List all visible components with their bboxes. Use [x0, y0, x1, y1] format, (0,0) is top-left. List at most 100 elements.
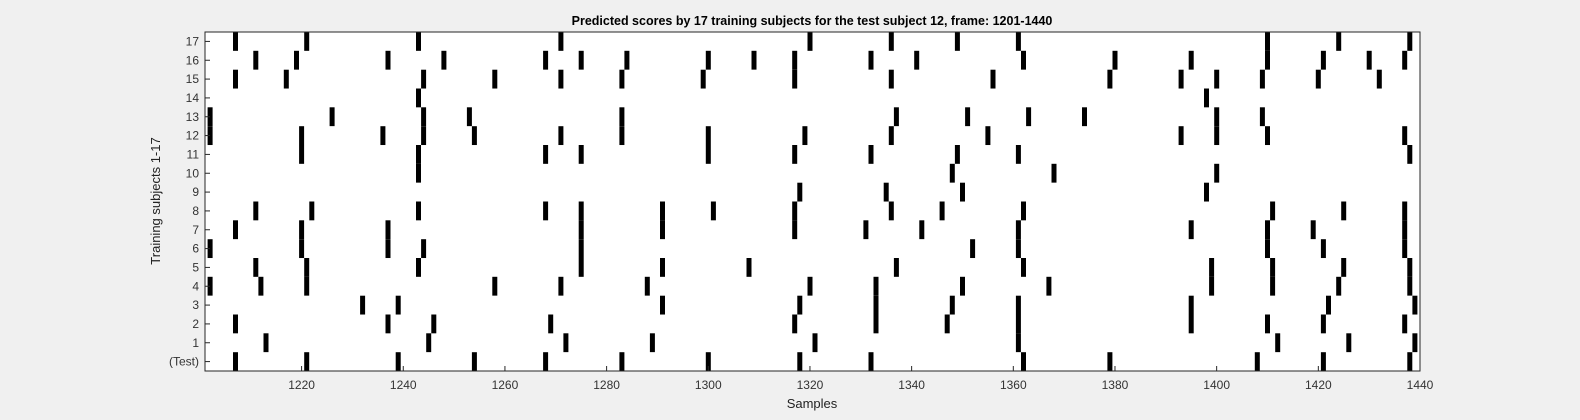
- event-mark: [258, 276, 264, 296]
- x-tick-label: 1240: [390, 378, 417, 392]
- event-mark: [1402, 314, 1408, 334]
- y-tick-label: 7: [192, 223, 199, 237]
- event-mark: [309, 201, 315, 221]
- x-tick-label: 1280: [593, 378, 620, 392]
- event-mark: [304, 32, 310, 51]
- event-mark: [888, 69, 894, 89]
- x-tick-label: 1340: [898, 378, 925, 392]
- y-tick-label: 15: [186, 72, 200, 86]
- event-mark: [1204, 182, 1209, 202]
- event-mark: [1214, 163, 1220, 183]
- event-mark: [746, 258, 752, 277]
- event-mark: [1265, 239, 1270, 259]
- event-mark: [1188, 314, 1194, 334]
- event-mark: [1275, 333, 1281, 353]
- event-mark: [1341, 201, 1347, 221]
- x-tick-label: 1440: [1407, 378, 1434, 392]
- event-mark: [492, 276, 498, 296]
- event-mark: [965, 107, 971, 127]
- event-mark: [914, 50, 920, 70]
- event-mark: [563, 333, 569, 353]
- event-mark: [1320, 314, 1326, 334]
- event-mark: [1082, 107, 1087, 127]
- event-mark: [807, 32, 813, 51]
- event-mark: [299, 126, 305, 146]
- event-mark: [1320, 239, 1326, 259]
- event-mark: [385, 239, 391, 259]
- event-mark: [619, 126, 625, 146]
- event-mark: [1209, 276, 1215, 296]
- event-mark: [812, 333, 818, 353]
- y-tick-label: (Test): [169, 355, 199, 369]
- event-mark: [1402, 220, 1408, 240]
- event-mark: [797, 182, 803, 202]
- y-tick-label: 8: [192, 204, 199, 218]
- event-mark: [1366, 50, 1372, 70]
- event-mark: [1209, 258, 1215, 277]
- event-mark: [558, 126, 564, 146]
- event-mark: [1046, 276, 1052, 296]
- event-mark: [960, 182, 965, 202]
- event-mark: [1214, 69, 1220, 89]
- event-mark: [863, 220, 869, 240]
- event-mark: [873, 276, 879, 296]
- event-mark: [263, 333, 269, 353]
- event-mark: [360, 295, 366, 315]
- x-axis-label: Samples: [787, 396, 838, 411]
- x-tick-label: 1260: [492, 378, 519, 392]
- event-mark: [304, 352, 310, 372]
- event-mark: [421, 126, 427, 146]
- event-mark: [1270, 276, 1276, 296]
- y-tick-label: 17: [186, 34, 200, 48]
- event-mark: [207, 276, 213, 296]
- event-mark: [385, 314, 391, 334]
- event-mark: [1326, 295, 1331, 315]
- chart-title: Predicted scores by 17 training subjects…: [572, 14, 1053, 28]
- event-mark: [1412, 295, 1418, 315]
- event-mark: [299, 145, 305, 164]
- event-mark: [919, 220, 925, 240]
- event-mark: [888, 201, 894, 221]
- event-mark: [329, 107, 335, 127]
- event-mark: [624, 50, 630, 70]
- event-mark: [1320, 352, 1326, 372]
- x-tick-label: 1420: [1305, 378, 1332, 392]
- event-mark: [792, 50, 798, 70]
- event-mark: [1320, 50, 1326, 70]
- event-mark: [751, 50, 757, 70]
- event-mark: [1407, 258, 1413, 277]
- event-mark: [990, 69, 996, 89]
- event-mark: [705, 352, 711, 372]
- event-mark: [441, 50, 447, 70]
- event-mark: [543, 352, 549, 372]
- event-mark: [578, 220, 584, 240]
- event-mark: [421, 239, 427, 259]
- event-mark: [1265, 32, 1270, 51]
- event-mark: [416, 145, 421, 164]
- event-mark: [705, 145, 711, 164]
- y-tick-label: 6: [192, 242, 199, 256]
- event-mark: [471, 126, 477, 146]
- event-mark: [1336, 276, 1342, 296]
- event-mark: [421, 69, 427, 89]
- event-mark: [939, 201, 945, 221]
- event-mark: [1407, 276, 1413, 296]
- event-mark: [893, 107, 899, 127]
- event-mark: [1015, 333, 1021, 353]
- event-mark: [1376, 69, 1382, 89]
- event-mark: [893, 258, 899, 277]
- y-tick-label: 12: [186, 129, 200, 143]
- event-mark: [304, 276, 310, 296]
- event-mark: [1402, 50, 1408, 70]
- event-mark: [395, 352, 401, 372]
- event-mark: [283, 69, 289, 89]
- event-mark: [888, 126, 894, 146]
- event-mark: [954, 145, 960, 164]
- event-mark: [644, 276, 650, 296]
- event-mark: [1407, 352, 1413, 372]
- event-mark: [1315, 69, 1321, 89]
- event-mark: [578, 145, 584, 164]
- event-mark: [578, 239, 584, 259]
- event-mark: [1112, 50, 1118, 70]
